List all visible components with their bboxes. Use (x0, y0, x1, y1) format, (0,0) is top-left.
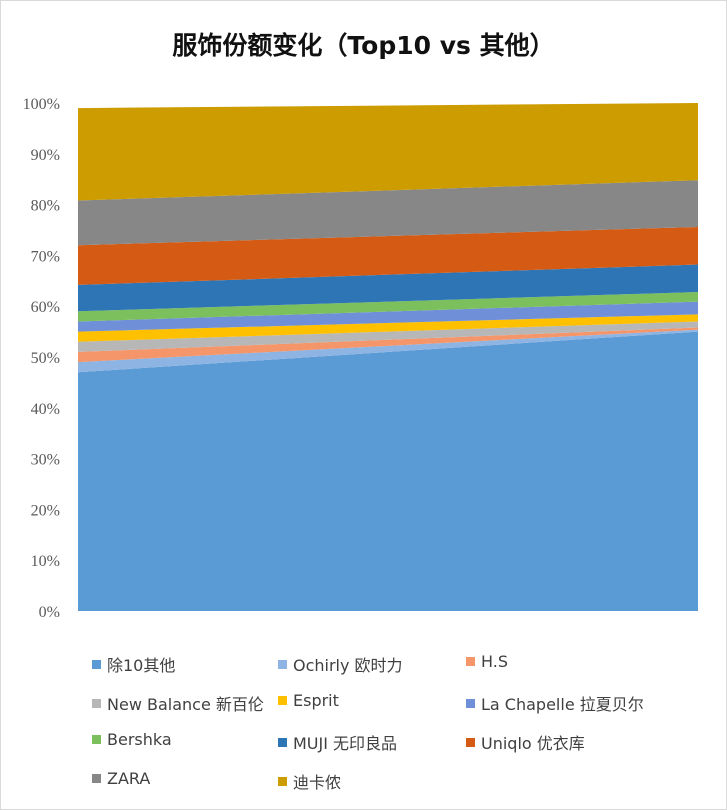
area-series-9 (78, 180, 698, 246)
y-tick-label: 60% (31, 299, 60, 316)
area-series-6 (78, 291, 698, 322)
area-series-4 (78, 314, 698, 342)
area-series-0 (78, 331, 698, 611)
area-series-10 (78, 103, 698, 201)
y-tick-label: 90% (31, 147, 60, 164)
area-series-2 (78, 327, 698, 363)
y-tick-label: 100% (23, 96, 60, 113)
area-series-8 (78, 226, 698, 285)
y-tick-label: 20% (31, 502, 60, 519)
y-tick-label: 50% (31, 350, 60, 367)
y-tick-label: 0% (39, 604, 60, 621)
y-tick-label: 30% (31, 452, 60, 469)
y-tick-label: 10% (31, 553, 60, 570)
area-series-3 (78, 321, 698, 352)
y-tick-label: 80% (31, 198, 60, 215)
area-series-1 (78, 329, 698, 373)
area-series-5 (78, 301, 698, 332)
y-tick-label: 70% (31, 248, 60, 265)
area-series-7 (78, 264, 698, 312)
chart-title: 服饰份额变化（Top10 vs 其他） (172, 31, 555, 60)
y-tick-label: 40% (31, 401, 60, 418)
